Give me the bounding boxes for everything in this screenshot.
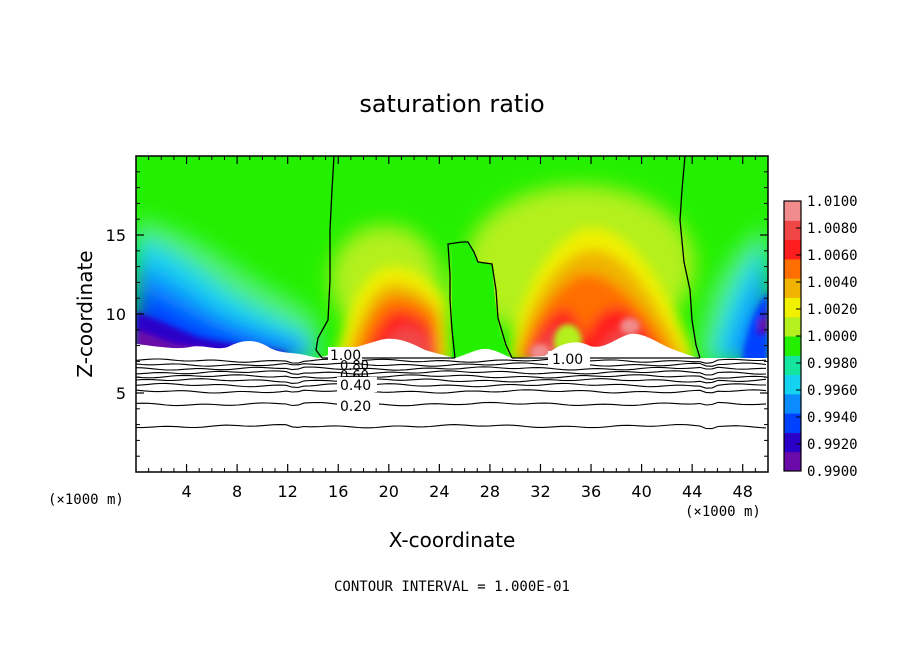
contour-label-6: 1.00 [552, 352, 583, 368]
contour-line-lower [136, 358, 767, 364]
saturation-field [136, 156, 768, 472]
colorbar-tick-label: 0.9940 [807, 410, 858, 426]
colorbar-swatch [784, 413, 801, 433]
x-tick-label: 40 [631, 482, 651, 501]
colorbar-swatch [784, 278, 801, 298]
contour-labels: 1.00 0.80 0.60 0.40 0.20 1.00 [328, 347, 590, 415]
y-tick-label: 5 [116, 384, 126, 403]
contour-label-1: 1.00 [330, 348, 361, 364]
colorbar-swatch [784, 374, 801, 395]
x-unit-note: (×1000 m) [685, 504, 761, 520]
contour-1.00-left [315, 156, 335, 359]
colorbar-swatch [784, 336, 801, 356]
chart-title: saturation ratio [359, 90, 544, 118]
colorbar-swatch [784, 316, 801, 337]
contour-line-lower [136, 382, 766, 389]
colorbar-tick-label: 0.9920 [807, 437, 858, 453]
contour-line-lower [136, 370, 767, 376]
colorbar-swatch [784, 355, 801, 376]
contour-lines-lower [136, 358, 767, 430]
colorbar-tick-label: 1.0000 [807, 329, 858, 345]
contour-label-2: 0.80 [340, 359, 369, 374]
contour-line-lower [136, 374, 767, 380]
colorbar-tick-label: 1.0080 [807, 221, 858, 237]
contour-line-lower [136, 401, 767, 407]
y-tick-label: 10 [106, 305, 126, 324]
y-axis: 5 10 15 [106, 171, 768, 457]
colorbar: 1.0100 1.0080 1.0060 1.0040 1.0020 1.0000 0.99… [783, 194, 858, 480]
colorbar-swatch [784, 393, 801, 414]
colorbar-swatch [784, 220, 801, 241]
contour-label-4: 0.40 [340, 378, 371, 394]
colorbar-tick-label: 1.0060 [807, 248, 858, 264]
x-tick-label: 8 [232, 482, 242, 501]
colorbar-swatch [784, 432, 801, 453]
x-tick-label: 20 [379, 482, 399, 501]
colorbar-tick-label: 0.9980 [807, 356, 858, 372]
contour-line-lower [136, 366, 767, 371]
colorbar-swatch [784, 451, 801, 472]
x-axis-title: X-coordinate [389, 528, 516, 552]
x-tick-label: 44 [682, 482, 702, 501]
contour-line-lower [136, 362, 767, 367]
x-tick-label: 12 [278, 482, 298, 501]
x-tick-label: 48 [733, 482, 753, 501]
colorbar-swatch [784, 297, 801, 318]
contour-interval-note: CONTOUR INTERVAL = 1.000E-01 [334, 579, 570, 595]
cloud-mask [136, 333, 768, 472]
y-unit-note: (×1000 m) [48, 492, 124, 508]
colorbar-swatch [784, 258, 801, 279]
colorbar-tick-label: 1.0020 [807, 302, 858, 318]
field-right-deep [742, 292, 768, 362]
contour-line-lower [136, 423, 767, 430]
y-tick-label: 15 [106, 226, 126, 245]
x-tick-label: 16 [328, 482, 348, 501]
field-green-columns [452, 240, 510, 358]
y-axis-title: Z-coordinate [73, 250, 97, 377]
colorbar-tick-label: 1.0040 [807, 275, 858, 291]
colorbar-swatch [784, 239, 801, 260]
x-tick-label: 28 [480, 482, 500, 501]
contour-line-lower [136, 378, 767, 384]
contour-line-lower [136, 389, 767, 394]
contour-1.00-mid [447, 241, 513, 359]
x-tick-label: 32 [530, 482, 550, 501]
colorbar-tick-label: 0.9900 [807, 464, 858, 480]
contour-label-5: 0.20 [340, 399, 371, 415]
x-tick-label: 4 [181, 482, 191, 501]
x-tick-label: 24 [429, 482, 449, 501]
colorbar-tick-label: 0.9960 [807, 383, 858, 399]
x-tick-label: 36 [581, 482, 601, 501]
colorbar-swatch [784, 201, 801, 221]
colorbar-tick-label: 1.0100 [807, 194, 858, 210]
x-axis: 4 8 12 16 20 24 28 32 36 40 44 48 [148, 156, 756, 501]
contour-1.00-right [679, 156, 701, 359]
